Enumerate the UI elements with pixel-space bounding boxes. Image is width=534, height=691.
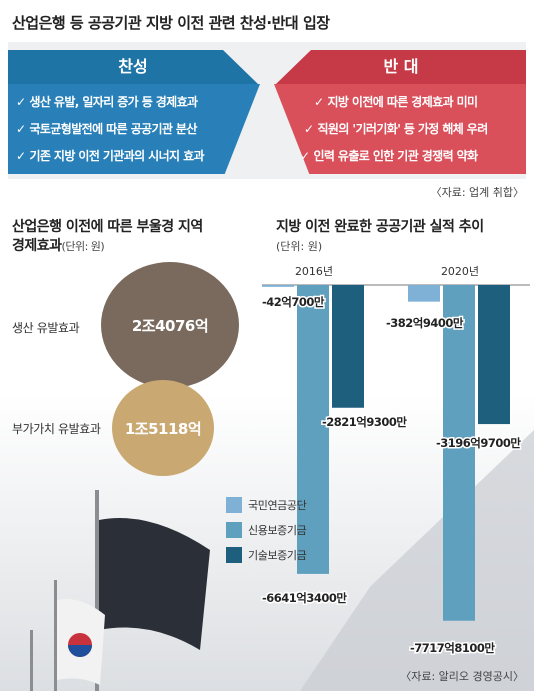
- check-icon: ✓: [314, 95, 324, 109]
- flag-image: [30, 490, 210, 691]
- pro-body: [8, 84, 260, 174]
- left-chart-title: 산업은행 이전에 따른 부울경 지역 경제효과(단위: 원): [12, 219, 203, 254]
- right-chart-unit: (단위: 원): [276, 240, 323, 253]
- data-label: -7717억8100만: [410, 641, 495, 655]
- bar: [332, 285, 364, 408]
- category-label: 2016년: [295, 265, 333, 278]
- data-label: -6641억3400만: [262, 591, 347, 605]
- check-icon: ✓: [304, 122, 314, 136]
- source-top: 〈자료: 업계 취합〉: [430, 186, 524, 199]
- check-icon: ✓: [16, 122, 26, 136]
- legend-swatch: [226, 497, 242, 513]
- legend-item: 기술보증기금: [226, 547, 307, 563]
- page-title: 산업은행 등 공공기관 지방 이전 관련 찬성·반대 입장: [12, 14, 330, 32]
- con-item: ✓ 인력 유출로 인한 기관 경쟁력 약화: [300, 149, 478, 163]
- data-label: -3196억9700만: [436, 436, 521, 450]
- category-label: 2020년: [441, 265, 479, 278]
- pro-item: ✓ 생산 유발, 일자리 증가 등 경제효과: [16, 95, 198, 109]
- check-icon: ✓: [300, 149, 310, 163]
- bar: [262, 285, 294, 287]
- bar: [408, 285, 440, 302]
- pro-header: 찬성: [8, 50, 258, 84]
- legend-item: 신용보증기금: [226, 522, 307, 538]
- data-label: -382억9400만: [386, 316, 464, 330]
- bubble-production: 2조4076억: [101, 262, 239, 388]
- con-header: 반 대: [276, 50, 526, 84]
- bar: [443, 285, 475, 621]
- source-bottom: 〈자료: 알리오 경영공시〉: [400, 670, 524, 683]
- con-body: [274, 84, 526, 174]
- bar: [297, 285, 329, 574]
- pro-item: ✓ 기존 지방 이전 기관과의 시너지 효과: [16, 149, 205, 163]
- legend-swatch: [226, 522, 242, 538]
- legend-swatch: [226, 547, 242, 563]
- bar: [478, 285, 510, 425]
- con-item: ✓ 지방 이전에 따른 경제효과 미미: [314, 95, 478, 109]
- legend: 국민연금공단 신용보증기금 기술보증기금: [226, 497, 307, 563]
- right-chart-title: 지방 이전 완료한 공공기관 실적 추이: [276, 219, 484, 235]
- pro-item: ✓ 국토균형발전에 따른 공공기관 분산: [16, 122, 197, 136]
- check-icon: ✓: [16, 95, 26, 109]
- bubble-label-value-added: 부가가치 유발효과: [12, 422, 101, 436]
- check-icon: ✓: [16, 149, 26, 163]
- data-label: -2821억9300만: [322, 415, 407, 429]
- data-label: -42억700만: [262, 295, 325, 309]
- bubble-label-production: 생산 유발효과: [12, 321, 80, 335]
- con-item: ✓ 직원의 '기러기화' 등 가정 해체 우려: [304, 122, 488, 136]
- legend-item: 국민연금공단: [226, 497, 307, 513]
- bubble-value-added: 1조5118억: [112, 380, 214, 476]
